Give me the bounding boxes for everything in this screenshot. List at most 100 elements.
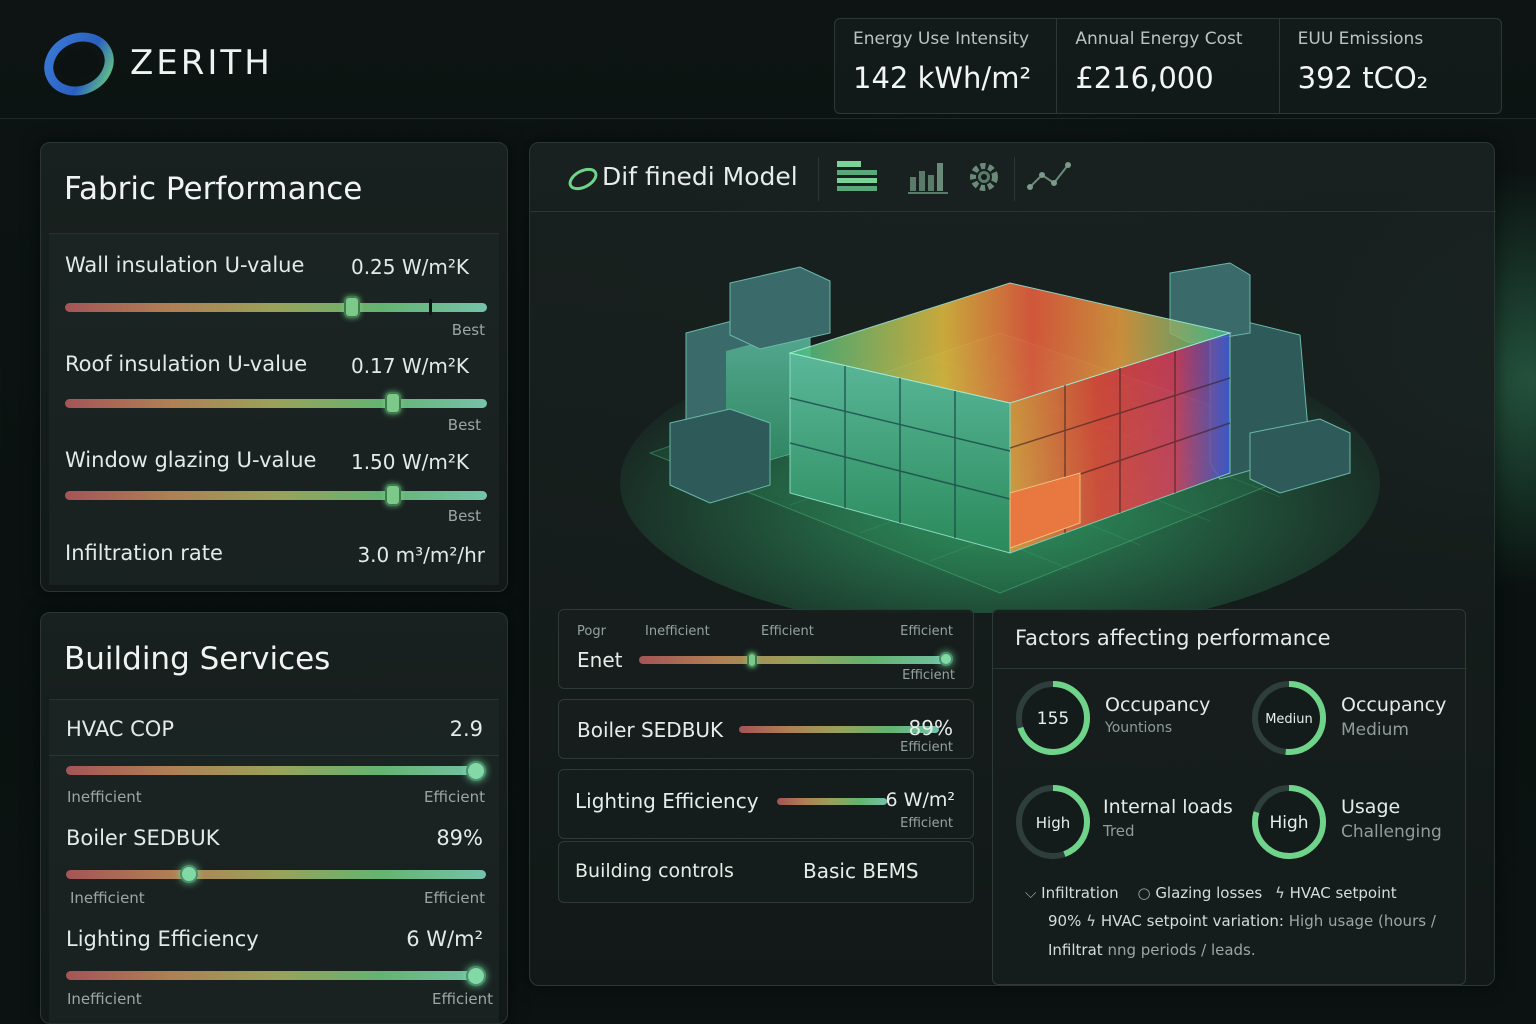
lighting-efficiency-label: Lighting Efficiency <box>66 927 259 951</box>
hvac-cop-value: 2.9 <box>449 717 483 741</box>
enet-card: Pogr Inefficient Efficient Efficient Ene… <box>558 609 974 689</box>
kpi-energy-use: Energy Use Intensity 142 kWh/m² <box>835 19 1058 113</box>
controls-card-label: Building controls <box>575 860 734 882</box>
legend-row-1: ⌵ Infiltration ○ Glazing losses ϟ HVAC s… <box>1025 884 1397 902</box>
controls-card: Building controls Basic BEMS <box>558 841 974 903</box>
circle-icon: ○ <box>1137 884 1156 902</box>
brand-logo: ZERITH <box>42 26 273 100</box>
toolbar-separator <box>1014 157 1015 201</box>
legend-usage: High usage (hours / <box>1288 912 1436 930</box>
window-u-value: 1.50 W/m²K <box>350 450 469 474</box>
toolbar-divider <box>530 211 1496 212</box>
enet-slider-track[interactable] <box>639 656 951 664</box>
bolt-icon: ϟ <box>1086 912 1097 930</box>
bar-chart-icon[interactable] <box>906 157 952 197</box>
kpi-value: 142 kWh/m² <box>853 61 1032 95</box>
kpi-label: Energy Use Intensity <box>853 29 1030 49</box>
lighting-card-label: Lighting Efficiency <box>575 789 759 813</box>
services-rows <box>49 699 499 1024</box>
kpi-value: 392 tCO₂ <box>1297 61 1429 95</box>
layers-icon[interactable] <box>834 157 880 197</box>
fabric-rows <box>49 233 499 585</box>
enet-prefix: Pogr <box>577 624 606 639</box>
panel-title: Building Services <box>64 641 331 677</box>
boiler-card-track[interactable] <box>739 726 939 733</box>
legend-row-3: Infiltrat nng periods / leads. <box>1048 941 1256 959</box>
hvac-cop-slider-track[interactable] <box>66 766 486 775</box>
wall-u-slider-track[interactable] <box>65 303 487 312</box>
factor-sub: Challenging <box>1341 822 1442 842</box>
usage-gauge: High <box>1252 785 1326 859</box>
factors-panel: Factors affecting performance 155 Occupa… <box>992 609 1467 985</box>
controls-card-value: Basic BEMS <box>803 859 919 883</box>
lighting-efficiency-slider-track[interactable] <box>66 971 486 980</box>
model-title: Dif finedi Model <box>602 162 798 191</box>
model-leaf-icon <box>568 167 598 191</box>
panel-title: Fabric Performance <box>64 171 363 207</box>
building-heatmap-model[interactable] <box>610 223 1390 613</box>
factors-divider <box>993 668 1467 669</box>
occupancy-gauge-value: 155 <box>1037 709 1069 729</box>
factor-name: Usage <box>1341 796 1401 818</box>
boiler-card-value: 89% <box>908 716 953 740</box>
kpi-strip: Energy Use Intensity 142 kWh/m² Annual E… <box>834 18 1502 114</box>
hvac-cop-min-label: Inefficient <box>67 788 142 806</box>
lighting-efficiency-value: 6 W/m² <box>406 927 483 951</box>
window-u-label: Window glazing U-value <box>65 448 317 472</box>
factors-title: Factors affecting performance <box>1015 626 1331 650</box>
factor-sub: Medium <box>1341 720 1409 740</box>
enet-slider-handle[interactable] <box>747 652 757 668</box>
boiler-card-label: Boiler SEDBUK <box>577 718 724 742</box>
kpi-value: £216,000 <box>1075 61 1214 95</box>
boiler-sedbuk-min-label: Inefficient <box>70 889 145 907</box>
bolt-icon: ϟ <box>1274 884 1285 902</box>
lighting-efficiency-slider-handle[interactable] <box>466 966 486 986</box>
roof-u-slider-track[interactable] <box>65 399 487 408</box>
factor-name: Occupancy <box>1105 694 1211 716</box>
boiler-card-bottom: Efficient <box>900 740 953 755</box>
internal-loads-value: High <box>1036 814 1070 832</box>
roof-u-value: 0.17 W/m²K <box>350 354 469 378</box>
trend-icon[interactable] <box>1026 157 1072 197</box>
building-services-panel: Building Services HVAC COP 2.9 Inefficie… <box>40 612 508 1024</box>
factor-sub: Tred <box>1103 822 1135 840</box>
hvac-cop-max-label: Efficient <box>423 788 485 806</box>
lighting-card-track[interactable] <box>777 798 887 805</box>
legend-hvac-variation: HVAC setpoint variation: <box>1100 912 1284 930</box>
infiltration-label: Infiltration rate <box>65 541 223 565</box>
zerith-logo-icon <box>44 32 114 96</box>
lighting-efficiency-min-label: Inefficient <box>67 990 142 1008</box>
toolbar-separator <box>818 157 819 201</box>
usage-value: High <box>1269 813 1308 833</box>
boiler-sedbuk-value: 89% <box>436 826 483 850</box>
gear-icon[interactable] <box>962 157 1008 197</box>
occupancy-gauge: 155 <box>1016 681 1090 755</box>
enet-bottom-label: Efficient <box>902 668 955 683</box>
window-u-slider-track[interactable] <box>65 491 487 500</box>
model-panel: Dif finedi Model <box>529 142 1496 986</box>
legend-infiltrat: Infiltrat <box>1048 941 1103 959</box>
factor-sub: Yountions <box>1105 720 1173 736</box>
boiler-sedbuk-slider-track[interactable] <box>66 870 486 879</box>
hvac-row-divider <box>49 755 499 756</box>
wall-u-value: 0.25 W/m²K <box>350 255 469 279</box>
kpi-label: EUU Emissions <box>1297 29 1424 49</box>
wall-u-slider-handle[interactable] <box>344 296 360 318</box>
roof-u-best: Best <box>447 416 481 434</box>
boiler-sedbuk-max-label: Efficient <box>423 889 485 907</box>
lighting-efficiency-max-label: Efficient <box>431 990 493 1008</box>
enet-slider-end[interactable] <box>939 652 953 666</box>
boiler-sedbuk-slider-handle[interactable] <box>180 865 198 883</box>
lighting-card: Lighting Efficiency 6 W/m² Efficient <box>558 769 974 839</box>
legend-row-2: 90% ϟ HVAC setpoint variation: High usag… <box>1048 912 1436 930</box>
window-u-slider-handle[interactable] <box>385 484 401 506</box>
roof-u-label: Roof insulation U-value <box>65 352 308 376</box>
enet-scale-3: Efficient <box>900 624 953 639</box>
roof-u-slider-handle[interactable] <box>385 392 401 414</box>
window-u-best: Best <box>447 507 481 525</box>
wall-u-marker <box>429 299 432 315</box>
hvac-cop-slider-handle[interactable] <box>466 761 486 781</box>
lighting-card-value: 6 W/m² <box>885 789 955 811</box>
chevron-down-icon: ⌵ <box>1025 884 1042 902</box>
legend-percent: 90% <box>1048 912 1082 930</box>
